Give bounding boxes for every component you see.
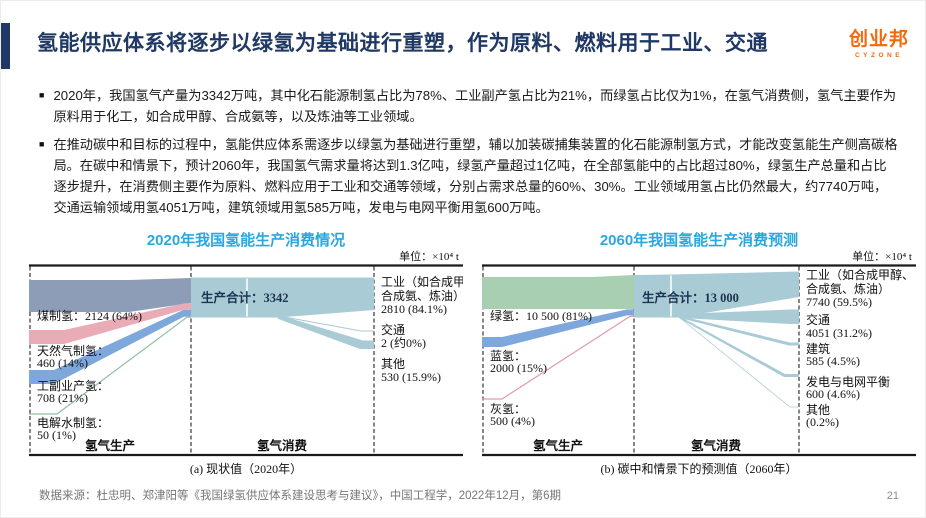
page-number: 21 bbox=[886, 490, 899, 502]
data-source-note: 数据来源：杜忠明、郑津阳等《我国绿氢供应体系建设思考与建议》，中国工程学，202… bbox=[39, 490, 562, 502]
chart-2060: 2060年我国氢能生产消费预测 单位：×10⁴ t 绿氢：10 500 (81%… bbox=[482, 230, 916, 477]
label-blue-hydrogen-value: 2000 (15%) bbox=[490, 361, 547, 375]
label-other-value: 530 (15.9%) bbox=[381, 370, 441, 384]
page-title: 氢能供应体系将逐步以绿氢为基础进行重塑，作为原料、燃料用于工业、交通 bbox=[37, 32, 768, 55]
label-building: 建筑 bbox=[806, 341, 830, 356]
flow-industrial-byproduct bbox=[29, 309, 191, 384]
label-transport: 交通 bbox=[806, 312, 830, 327]
label-byproduct: 工副业产氢： bbox=[37, 378, 109, 393]
axis-production-label: 氢气生产 bbox=[533, 438, 583, 453]
label-industry-value: 7740 (59.5%) bbox=[806, 295, 872, 309]
bullet-text: 在推动碳中和目标的过程中，氢能供应体系需逐步以绿氢为基础进行重塑，辅以加装碳捕集… bbox=[53, 137, 898, 215]
logo-text: 创业邦 bbox=[848, 29, 909, 50]
label-byproduct-value: 708 (21%) bbox=[37, 391, 88, 405]
flow-gray-hydrogen bbox=[482, 315, 634, 400]
label-blue-hydrogen: 蓝氢： bbox=[490, 348, 526, 363]
title-accent-bar bbox=[1, 23, 10, 69]
bullet-item: ■ 在推动碳中和目标的过程中，氢能供应体系需逐步以绿氢为基础进行重塑，辅以加装碳… bbox=[39, 134, 899, 218]
axis-consumption-label: 氢气消费 bbox=[691, 438, 742, 453]
total-box-and-industry-flow bbox=[634, 271, 799, 318]
flow-coal bbox=[29, 278, 191, 312]
bullet-item: ■ 2020年，我国氢气产量为3342万吨，其中化石能源制氢占比为78%、工业副… bbox=[39, 85, 899, 127]
label-natural-gas: 天然气制氢： bbox=[37, 343, 109, 358]
label-natural-gas-value: 460 (14%) bbox=[37, 356, 88, 370]
label-transport-value: 4051 (31.2%) bbox=[806, 326, 872, 340]
label-electrolysis: 电解水制氢： bbox=[37, 415, 109, 430]
label-other: 其他 bbox=[381, 357, 405, 371]
label-gray-hydrogen: 灰氢： bbox=[490, 401, 526, 416]
label-power-grid-value: 600 (4.6%) bbox=[806, 387, 860, 401]
chart-2020: 2020年我国氢能生产消费情况 单位：×10⁴ t 煤制氢：2124 (64%)… bbox=[29, 230, 463, 477]
label-production-total: 生产合计：3342 bbox=[201, 290, 289, 305]
label-building-value: 585 (4.5%) bbox=[806, 354, 860, 368]
logo-subtext: CYZONE bbox=[854, 52, 904, 59]
label-industry-2: 合成氨、炼油） bbox=[806, 281, 890, 296]
cyzone-logo: 创业邦 CYZONE bbox=[849, 24, 909, 59]
flow-natural-gas bbox=[29, 303, 191, 344]
bullet-text: 2020年，我国氢气产量为3342万吨，其中化石能源制氢占比为78%、工业副产氢… bbox=[53, 88, 897, 124]
chart-unit-label: 单位：×10⁴ t bbox=[399, 251, 459, 263]
flow-other bbox=[277, 315, 374, 349]
flow-green-hydrogen bbox=[482, 275, 634, 309]
label-production-total: 生产合计：13 000 bbox=[642, 290, 739, 305]
label-industry-1: 工业（如合成甲醇、 bbox=[381, 274, 463, 289]
chart-title: 2060年我国氢能生产消费预测 bbox=[599, 232, 799, 249]
sankey-2060: 绿氢：10 500 (81%) 蓝氢： 2000 (15%) 灰氢： 500 (… bbox=[482, 264, 916, 457]
total-box-and-industry-flow bbox=[191, 277, 374, 318]
label-industry-1: 工业（如合成甲醇、 bbox=[806, 267, 914, 282]
label-transport: 交通 bbox=[381, 322, 405, 337]
flow-transport bbox=[278, 315, 374, 332]
sankey-2020: 煤制氢：2124 (64%) 天然气制氢： 460 (14%) 工副业产氢： 7… bbox=[29, 264, 463, 457]
flow-transport bbox=[678, 309, 799, 324]
label-coal: 煤制氢：2124 (64%) bbox=[37, 308, 142, 323]
label-power-grid: 发电与电网平衡 bbox=[806, 374, 890, 389]
label-industry-value: 2810 (84.1%) bbox=[381, 302, 447, 316]
axis-production-label: 氢气生产 bbox=[85, 438, 135, 453]
chart-title: 2020年我国氢能生产消费情况 bbox=[146, 232, 346, 249]
label-other-value: (0.2%) bbox=[806, 415, 839, 429]
chart-caption: (a) 现状值（2020年） bbox=[189, 462, 303, 476]
flow-building bbox=[678, 315, 799, 346]
label-electrolysis-value: 50 (1%) bbox=[37, 428, 76, 442]
label-other: 其他 bbox=[806, 403, 830, 417]
chart-unit-label: 单位：×10⁴ t bbox=[852, 251, 912, 263]
bullet-list: ■ 2020年，我国氢气产量为3342万吨，其中化石能源制氢占比为78%、工业副… bbox=[39, 85, 899, 225]
flow-other bbox=[679, 317, 799, 408]
label-industry-2: 合成氨、炼油） bbox=[381, 288, 463, 303]
flow-blue-hydrogen bbox=[482, 309, 634, 347]
label-green-hydrogen: 绿氢：10 500 (81%) bbox=[490, 308, 592, 323]
label-transport-value: 2 (约0%) bbox=[381, 335, 426, 350]
flow-electrolysis bbox=[29, 316, 191, 415]
bullet-square-icon: ■ bbox=[39, 139, 45, 149]
label-gray-hydrogen-value: 500 (4%) bbox=[490, 414, 535, 428]
chart-caption: (b) 碳中和情景下的预测值（2060年） bbox=[600, 462, 798, 476]
bullet-square-icon: ■ bbox=[39, 90, 45, 100]
flow-power-grid bbox=[679, 316, 799, 377]
axis-consumption-label: 氢气消费 bbox=[257, 438, 308, 453]
